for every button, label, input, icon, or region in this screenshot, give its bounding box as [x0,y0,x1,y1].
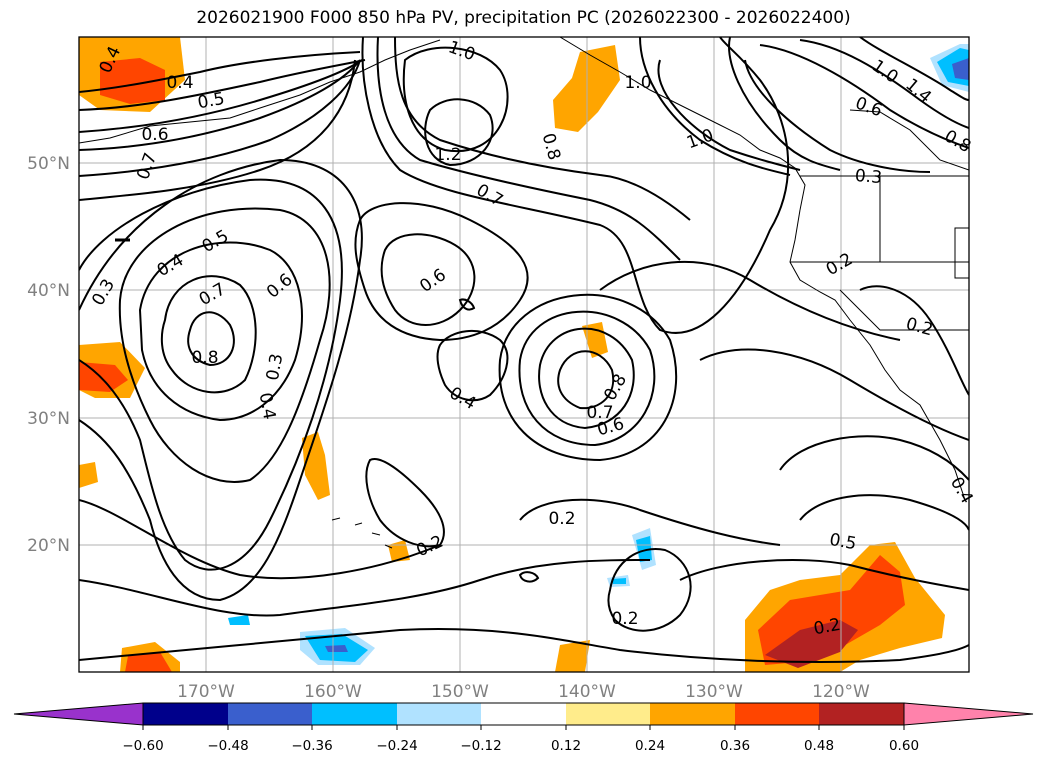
contour-label: 0.5 [196,89,226,113]
contour-label: 0.7 [586,403,613,423]
colorbar-tick-label: −0.36 [291,738,332,754]
colorbar-frame [142,702,905,726]
colorbar-bin [481,703,566,725]
lat-label: 40°N [27,281,70,301]
lon-label: 140°W [558,682,616,702]
contour-label: 1.2 [434,145,461,165]
colorbar-tick-label: 0.12 [551,738,581,754]
precipitation-shading [79,37,969,672]
shade-nw-core [100,58,165,104]
colorbar-tick-label: −0.24 [376,738,417,754]
colorbar-bin [650,703,735,725]
colorbar-over-arrow [903,702,1034,726]
coastlines [79,37,969,549]
contour-label: 0.2 [812,615,842,639]
colorbar-bin [143,703,228,725]
colorbar-bin [228,703,312,725]
lat-label: 20°N [27,536,70,556]
colorbar-tick-label: 0.48 [804,738,834,754]
contour-labels: 0.4 0.4 0.5 0.6 0.7 1.0 1.2 0.8 1.0 1.0 … [88,37,977,639]
shade-s-center [555,640,590,672]
colorbar-bin [735,703,819,725]
colorbar-tick-label: −0.48 [207,738,248,754]
latitude-labels: 50°N 40°N 30°N 20°N [27,154,70,556]
pv-contours [79,37,969,663]
colorbar-bin [312,703,397,725]
shade-c-blob [302,432,330,500]
longitude-labels: 170°W 160°W 150°W 140°W 130°W 120°W [177,682,870,702]
lat-label: 30°N [27,409,70,429]
colorbar-under-arrow [13,702,144,726]
lat-label: 50°N [27,154,70,174]
shade-w-small [79,462,98,488]
lon-label: 150°W [431,682,489,702]
lon-label: 170°W [177,682,235,702]
lon-label: 120°W [812,682,870,702]
shade-s3-blue [612,578,626,584]
contour-label: 0.3 [854,166,883,188]
colorbar-tick-label: −0.12 [460,738,501,754]
contour-label: 0.4 [255,391,279,421]
colorbar-ticks [142,725,905,730]
colorbar-tick-label: 0.24 [635,738,665,754]
contour-label: 0.3 [263,352,287,382]
shade-sw-low-core [125,652,172,672]
lon-label: 160°W [304,682,362,702]
colorbar-tick-label: 0.60 [889,738,919,754]
map-title: 2026021900 F000 850 hPa PV, precipitatio… [196,8,851,28]
lon-label: 130°W [685,682,743,702]
colorbar-tick-label: 0.36 [720,738,750,754]
colorbar-bin [566,703,650,725]
colorbar: −0.60 −0.48 −0.36 −0.24 −0.12 0.12 0.24 … [13,702,1034,754]
colorbar-bin [397,703,481,725]
shade-s2-blue [636,536,652,562]
shade-s-dark [325,645,348,652]
colorbar-bin [819,703,904,725]
shade-w-blue [228,615,250,625]
contour-label: 0.6 [141,125,168,145]
contour-label: 0.5 [828,530,858,554]
map-frame [78,36,970,673]
shade-ne-dark [952,58,969,80]
contour-label: 1.0 [624,73,651,93]
colorbar-tick-label: −0.60 [122,738,163,754]
shade-se-dark [765,620,858,668]
contour-label: 0.4 [166,73,193,93]
contour-label: 0.8 [191,348,218,368]
contour-label: 0.2 [611,609,638,629]
contour-label: 0.2 [548,509,575,529]
